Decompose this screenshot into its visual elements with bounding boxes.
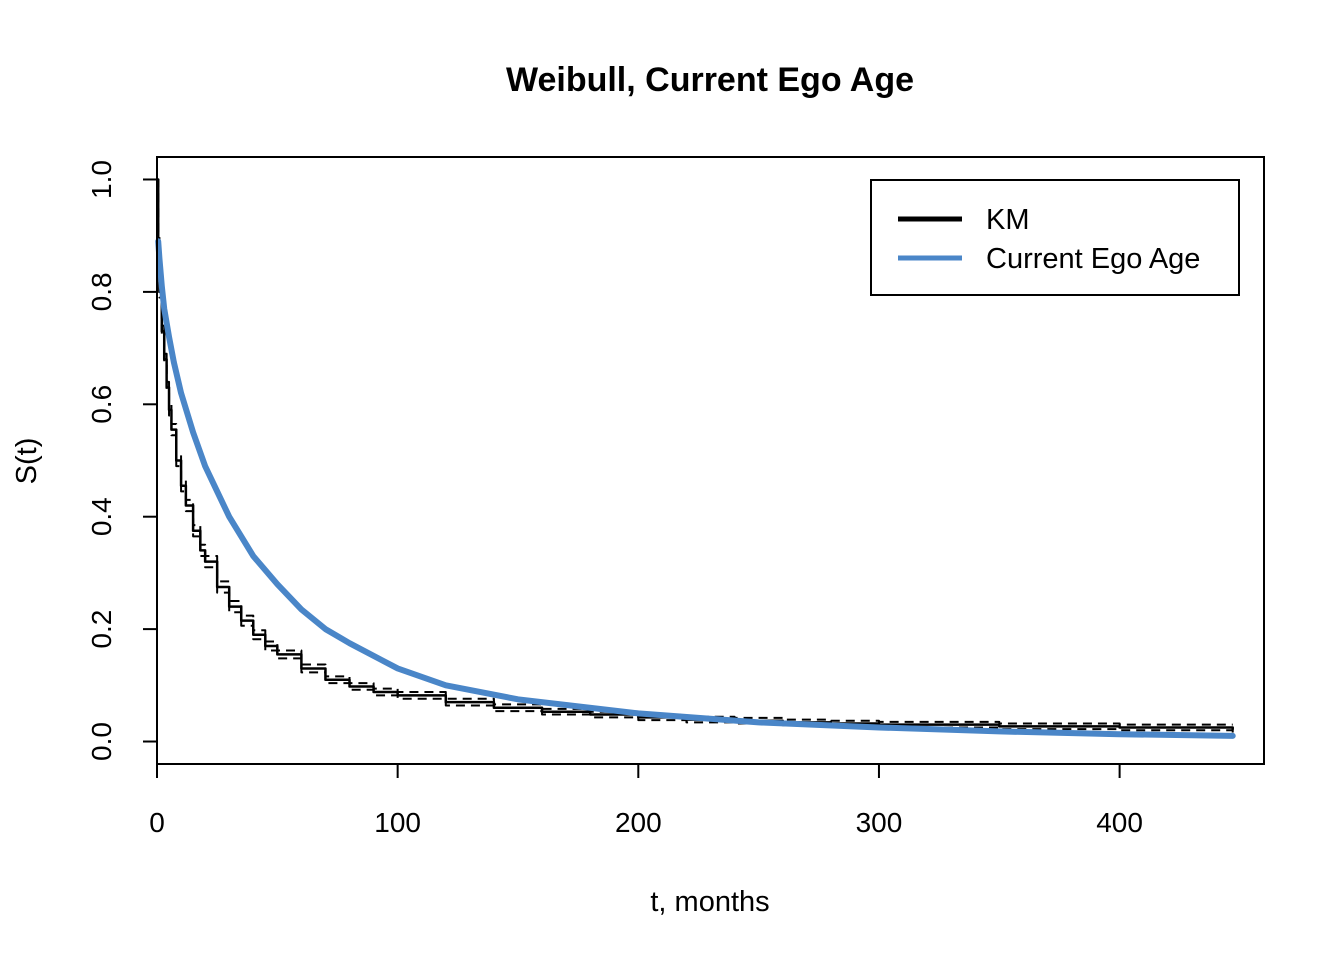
x-tick-label: 400 — [1096, 807, 1143, 838]
x-tick-label: 100 — [374, 807, 421, 838]
x-tick-label: 0 — [149, 807, 165, 838]
series-km-lower-line — [157, 178, 1234, 733]
x-tick-label: 300 — [856, 807, 903, 838]
x-tick-label: 200 — [615, 807, 662, 838]
legend: KM Current Ego Age — [870, 179, 1240, 296]
y-axis: 0.0 0.2 0.4 0.6 0.8 1.0 — [86, 160, 158, 761]
y-tick-label: 0.2 — [86, 610, 117, 649]
legend-label-km: KM — [986, 204, 1030, 236]
legend-box — [870, 179, 1240, 296]
series-layer — [155, 178, 1236, 739]
y-tick-label: 0.0 — [86, 722, 117, 761]
series-km-upper-line — [157, 178, 1233, 726]
chart-title: Weibull, Current Ego Age — [506, 61, 914, 99]
legend-label-current-ego-age: Current Ego Age — [986, 243, 1200, 275]
y-axis-label: S(t) — [11, 438, 43, 485]
y-tick-label: 0.4 — [86, 497, 117, 536]
series-current-ego-age-line — [155, 238, 1236, 739]
x-axis: 0 100 200 300 400 — [149, 763, 1143, 838]
x-axis-label: t, months — [650, 886, 769, 918]
y-tick-label: 1.0 — [86, 160, 117, 199]
y-tick-label: 0.8 — [86, 272, 117, 311]
y-tick-label: 0.6 — [86, 385, 117, 424]
